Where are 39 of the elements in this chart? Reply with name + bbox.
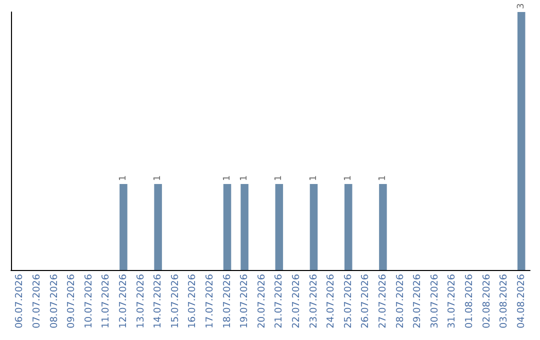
data-label: 1	[118, 175, 128, 181]
data-label: 1	[378, 175, 388, 181]
data-label: 3	[516, 3, 526, 9]
data-label: 1	[343, 175, 354, 181]
x-tick-label: 27.07.2026	[377, 274, 388, 328]
x-tick-label: 12.07.2026	[118, 274, 129, 328]
x-tick-label: 19.07.2026	[239, 274, 250, 328]
data-label: 1	[240, 175, 250, 181]
data-label: 1	[222, 175, 232, 181]
x-tick-label: 30.07.2026	[429, 274, 440, 328]
x-tick-label: 22.07.2026	[290, 274, 302, 328]
data-label: 1	[153, 175, 164, 181]
x-tick-label: 24.07.2026	[326, 274, 337, 328]
x-tick-label: 29.07.2026	[412, 274, 424, 328]
x-tick-label: 25.07.2026	[342, 274, 354, 328]
x-tick-label: 21.07.2026	[274, 274, 285, 328]
x-tick-label: 23.07.2026	[308, 274, 320, 328]
x-tick-label: 06.07.2026	[14, 274, 26, 328]
x-tick-label: 04.08.2026	[516, 274, 527, 328]
x-tick-label: 10.07.2026	[83, 274, 94, 328]
x-tick-label: 18.07.2026	[222, 274, 233, 328]
x-tick-label: 13.07.2026	[135, 274, 146, 328]
x-tick-label: 31.07.2026	[446, 274, 458, 328]
x-tick-label: 09.07.2026	[66, 274, 78, 328]
x-tick-label: 26.07.2026	[360, 274, 372, 328]
data-label: 1	[274, 175, 284, 181]
x-tick-label: 20.07.2026	[256, 274, 268, 328]
x-tick-label: 16.07.2026	[187, 274, 198, 328]
x-tick-label: 28.07.2026	[394, 274, 406, 328]
x-tick-label: 11.07.2026	[100, 274, 112, 328]
x-tick-label: 01.08.2026	[464, 274, 475, 328]
data-label: 1	[308, 175, 319, 181]
x-tick-label: 17.07.2026	[204, 274, 216, 328]
x-tick-label: 08.07.2026	[48, 274, 60, 328]
x-tick-label: 03.08.2026	[498, 274, 510, 328]
x-tick-label: 02.08.2026	[481, 274, 492, 328]
x-tick-label: 14.07.2026	[152, 274, 164, 328]
x-tick-label: 07.07.2026	[31, 274, 42, 328]
x-tick-label: 15.07.2026	[170, 274, 181, 328]
